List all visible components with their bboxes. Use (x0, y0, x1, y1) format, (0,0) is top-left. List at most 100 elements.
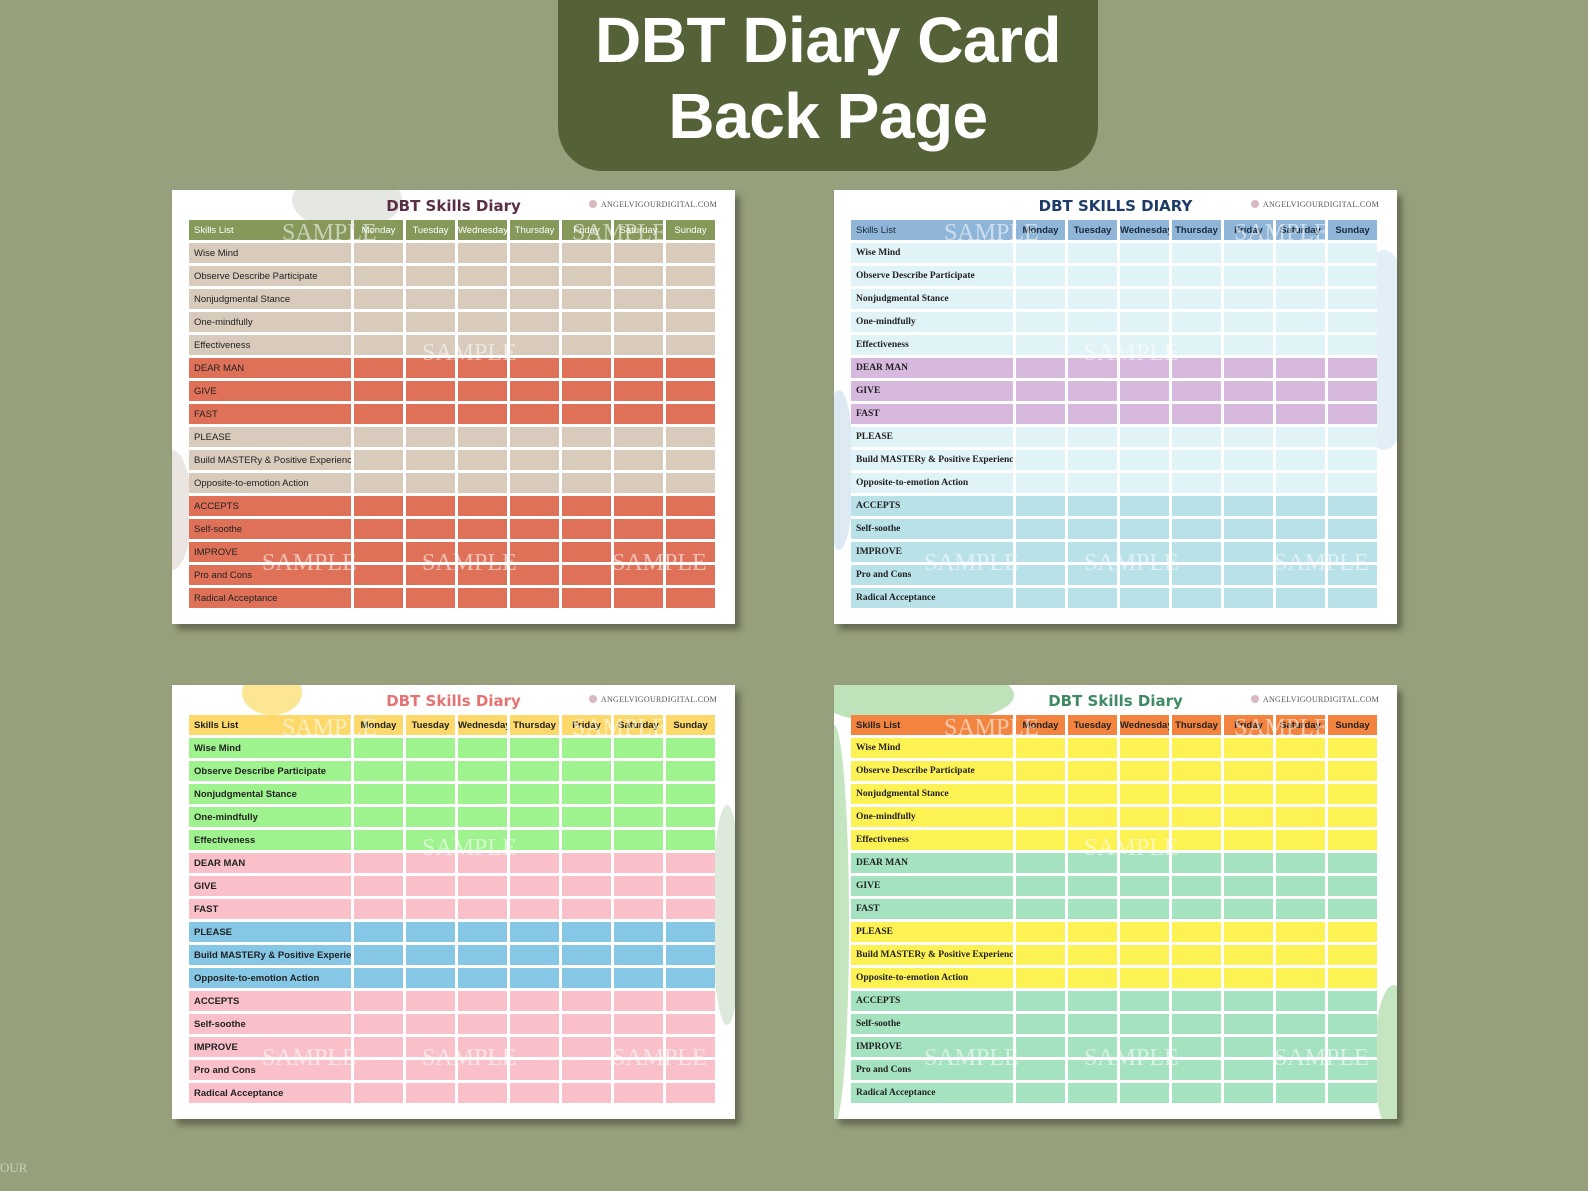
entry-cell-thursday[interactable] (1172, 243, 1221, 266)
entry-cell-saturday[interactable] (614, 761, 663, 784)
entry-cell-friday[interactable] (1224, 945, 1273, 968)
entry-cell-sunday[interactable] (1328, 496, 1377, 519)
entry-cell-saturday[interactable] (1276, 542, 1325, 565)
entry-cell-wednesday[interactable] (458, 876, 507, 899)
entry-cell-wednesday[interactable] (1120, 496, 1169, 519)
entry-cell-wednesday[interactable] (1120, 289, 1169, 312)
entry-cell-wednesday[interactable] (1120, 945, 1169, 968)
entry-cell-wednesday[interactable] (458, 1060, 507, 1083)
entry-cell-wednesday[interactable] (1120, 358, 1169, 381)
entry-cell-tuesday[interactable] (406, 922, 455, 945)
entry-cell-tuesday[interactable] (1068, 991, 1117, 1014)
entry-cell-friday[interactable] (1224, 1083, 1273, 1106)
entry-cell-saturday[interactable] (614, 784, 663, 807)
entry-cell-saturday[interactable] (1276, 519, 1325, 542)
entry-cell-saturday[interactable] (1276, 922, 1325, 945)
entry-cell-friday[interactable] (1224, 289, 1273, 312)
entry-cell-saturday[interactable] (614, 312, 663, 335)
entry-cell-tuesday[interactable] (1068, 519, 1117, 542)
entry-cell-monday[interactable] (354, 243, 403, 266)
entry-cell-wednesday[interactable] (458, 266, 507, 289)
entry-cell-wednesday[interactable] (458, 243, 507, 266)
entry-cell-wednesday[interactable] (458, 473, 507, 496)
entry-cell-sunday[interactable] (666, 991, 715, 1014)
entry-cell-monday[interactable] (1016, 991, 1065, 1014)
entry-cell-monday[interactable] (1016, 876, 1065, 899)
entry-cell-saturday[interactable] (1276, 427, 1325, 450)
entry-cell-saturday[interactable] (614, 473, 663, 496)
entry-cell-monday[interactable] (1016, 473, 1065, 496)
entry-cell-sunday[interactable] (666, 519, 715, 542)
entry-cell-thursday[interactable] (1172, 1037, 1221, 1060)
entry-cell-monday[interactable] (354, 876, 403, 899)
entry-cell-sunday[interactable] (1328, 289, 1377, 312)
entry-cell-sunday[interactable] (666, 565, 715, 588)
entry-cell-thursday[interactable] (1172, 1060, 1221, 1083)
entry-cell-saturday[interactable] (1276, 450, 1325, 473)
entry-cell-monday[interactable] (1016, 312, 1065, 335)
entry-cell-tuesday[interactable] (1068, 335, 1117, 358)
entry-cell-wednesday[interactable] (1120, 427, 1169, 450)
entry-cell-friday[interactable] (1224, 1060, 1273, 1083)
entry-cell-wednesday[interactable] (458, 335, 507, 358)
entry-cell-thursday[interactable] (1172, 922, 1221, 945)
entry-cell-saturday[interactable] (614, 588, 663, 611)
entry-cell-thursday[interactable] (1172, 519, 1221, 542)
entry-cell-sunday[interactable] (1328, 807, 1377, 830)
entry-cell-tuesday[interactable] (406, 807, 455, 830)
entry-cell-friday[interactable] (1224, 519, 1273, 542)
entry-cell-wednesday[interactable] (1120, 588, 1169, 611)
entry-cell-thursday[interactable] (1172, 968, 1221, 991)
entry-cell-wednesday[interactable] (458, 496, 507, 519)
entry-cell-saturday[interactable] (614, 876, 663, 899)
entry-cell-wednesday[interactable] (1120, 312, 1169, 335)
entry-cell-monday[interactable] (1016, 588, 1065, 611)
entry-cell-sunday[interactable] (666, 968, 715, 991)
entry-cell-sunday[interactable] (1328, 335, 1377, 358)
entry-cell-wednesday[interactable] (458, 1014, 507, 1037)
entry-cell-saturday[interactable] (614, 243, 663, 266)
entry-cell-monday[interactable] (1016, 542, 1065, 565)
entry-cell-saturday[interactable] (614, 1083, 663, 1106)
entry-cell-sunday[interactable] (666, 761, 715, 784)
entry-cell-monday[interactable] (1016, 358, 1065, 381)
entry-cell-saturday[interactable] (1276, 853, 1325, 876)
entry-cell-sunday[interactable] (666, 358, 715, 381)
entry-cell-saturday[interactable] (1276, 1060, 1325, 1083)
entry-cell-friday[interactable] (562, 266, 611, 289)
entry-cell-thursday[interactable] (510, 496, 559, 519)
entry-cell-sunday[interactable] (1328, 945, 1377, 968)
entry-cell-monday[interactable] (1016, 404, 1065, 427)
entry-cell-monday[interactable] (354, 266, 403, 289)
entry-cell-wednesday[interactable] (458, 899, 507, 922)
entry-cell-thursday[interactable] (1172, 381, 1221, 404)
entry-cell-monday[interactable] (1016, 266, 1065, 289)
entry-cell-saturday[interactable] (1276, 1037, 1325, 1060)
entry-cell-wednesday[interactable] (1120, 519, 1169, 542)
entry-cell-friday[interactable] (1224, 761, 1273, 784)
entry-cell-saturday[interactable] (614, 427, 663, 450)
entry-cell-monday[interactable] (354, 496, 403, 519)
entry-cell-saturday[interactable] (1276, 588, 1325, 611)
entry-cell-tuesday[interactable] (406, 853, 455, 876)
entry-cell-saturday[interactable] (614, 450, 663, 473)
entry-cell-wednesday[interactable] (458, 922, 507, 945)
entry-cell-friday[interactable] (1224, 565, 1273, 588)
entry-cell-sunday[interactable] (1328, 312, 1377, 335)
entry-cell-tuesday[interactable] (1068, 784, 1117, 807)
entry-cell-saturday[interactable] (1276, 991, 1325, 1014)
entry-cell-sunday[interactable] (666, 335, 715, 358)
entry-cell-thursday[interactable] (510, 289, 559, 312)
entry-cell-saturday[interactable] (1276, 289, 1325, 312)
entry-cell-wednesday[interactable] (458, 450, 507, 473)
entry-cell-monday[interactable] (354, 968, 403, 991)
entry-cell-wednesday[interactable] (1120, 830, 1169, 853)
entry-cell-sunday[interactable] (1328, 899, 1377, 922)
entry-cell-friday[interactable] (562, 450, 611, 473)
entry-cell-thursday[interactable] (1172, 738, 1221, 761)
entry-cell-saturday[interactable] (1276, 312, 1325, 335)
entry-cell-sunday[interactable] (666, 381, 715, 404)
entry-cell-thursday[interactable] (510, 404, 559, 427)
entry-cell-thursday[interactable] (510, 588, 559, 611)
entry-cell-wednesday[interactable] (1120, 922, 1169, 945)
